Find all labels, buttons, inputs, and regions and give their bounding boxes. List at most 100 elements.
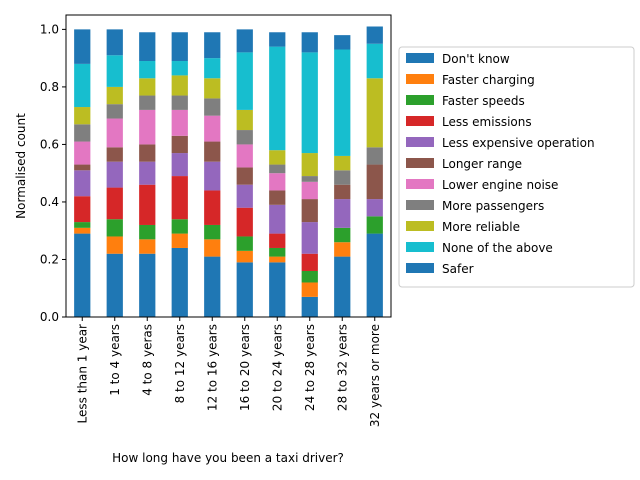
bar-segment	[106, 253, 123, 317]
x-tick-label: 32 years or more	[368, 324, 382, 427]
y-axis-label: Normalised count	[14, 113, 28, 219]
bar-segment	[139, 32, 156, 62]
y-tick-label: 0.8	[40, 80, 59, 94]
legend-swatch	[406, 200, 434, 210]
bar-segment	[106, 55, 123, 87]
bar-segment	[204, 141, 221, 162]
bar-segment	[301, 153, 318, 177]
bar-segment	[334, 256, 351, 317]
x-tick-label: 28 to 32 years	[335, 324, 349, 411]
bar-segment	[334, 227, 351, 243]
bar-segment	[334, 184, 351, 200]
bar-segment	[106, 147, 123, 162]
bar-segment	[269, 164, 286, 174]
bar-segment	[204, 190, 221, 225]
bar-segment	[236, 184, 253, 208]
legend-label: More reliable	[442, 220, 520, 234]
legend: Don't know Faster charging Faster speeds Le…	[398, 46, 635, 288]
bar-segment	[171, 32, 188, 62]
bar-segment	[366, 216, 383, 234]
bar-segment	[269, 46, 286, 151]
bar-segment	[269, 247, 286, 257]
bar-segment	[106, 187, 123, 220]
y-tick-label: 0.2	[40, 252, 59, 266]
bar-segment	[366, 78, 383, 148]
bar-segment	[204, 98, 221, 116]
bar-segment	[301, 32, 318, 53]
bar-segment	[334, 35, 351, 50]
plot-frame	[65, 14, 392, 318]
bar-segment	[74, 63, 91, 108]
bar-segment	[106, 219, 123, 237]
legend-label: Don't know	[442, 52, 510, 66]
bar-segment	[301, 253, 318, 271]
bar-segment	[204, 115, 221, 142]
x-tick-label: Less than 1 year	[75, 324, 89, 424]
bar-segment	[139, 224, 156, 240]
bar-segment	[139, 144, 156, 162]
bar-segment	[106, 104, 123, 119]
y-tick-label: 0.0	[40, 310, 59, 324]
bar-segment	[269, 256, 286, 263]
bar-segment	[171, 233, 188, 248]
bar-segment	[204, 256, 221, 317]
legend-label: Less emissions	[442, 115, 532, 129]
bar-segment	[269, 233, 286, 248]
legend-swatch	[406, 116, 434, 126]
bar-segment	[74, 233, 91, 317]
bar-segment	[269, 32, 286, 47]
bar-segment	[366, 43, 383, 79]
y-tick-label: 0.6	[40, 137, 59, 151]
bar-segment	[366, 233, 383, 317]
bar-segment	[74, 170, 91, 197]
bar-segment	[366, 147, 383, 165]
bar-segment	[139, 109, 156, 145]
bar-segment	[204, 58, 221, 79]
bar-segment	[366, 26, 383, 44]
axes-layer	[65, 14, 392, 318]
y-tick-label: 1.0	[40, 22, 59, 36]
bar-segment	[139, 161, 156, 185]
legend-label: Safer	[442, 262, 474, 276]
legend-swatch	[406, 221, 434, 231]
bar-segment	[366, 164, 383, 200]
bar-segment	[334, 49, 351, 156]
bar-segment	[236, 236, 253, 251]
bar-segment	[74, 196, 91, 223]
bar-segment	[204, 32, 221, 59]
bar-segment	[269, 190, 286, 205]
bar-segment	[204, 161, 221, 191]
legend-label: Longer range	[442, 157, 522, 171]
bar-segment	[171, 95, 188, 110]
bar-segment	[74, 107, 91, 125]
bar-segment	[171, 61, 188, 76]
legend-box	[398, 46, 635, 288]
x-tick-label: 24 to 28 years	[303, 324, 317, 411]
bar-segment	[301, 176, 318, 182]
legend-label: Faster speeds	[442, 94, 525, 108]
legend-swatch	[406, 53, 434, 63]
bar-segment	[236, 130, 253, 145]
bar-segment	[74, 227, 91, 234]
bar-segment	[301, 181, 318, 200]
legend-swatch	[406, 74, 434, 84]
bar-segment	[106, 86, 123, 105]
bar-segment	[139, 61, 156, 79]
y-tick-label: 0.4	[40, 195, 59, 209]
legend-swatch	[406, 242, 434, 252]
y-axis-ticks: 0.0 0.2 0.4 0.6 0.8 1.0	[40, 22, 66, 324]
bar-segment	[334, 170, 351, 185]
bar-segment	[171, 109, 188, 136]
bar-segment	[106, 236, 123, 254]
x-axis-label: How long have you been a taxi driver?	[112, 451, 344, 465]
bar-segment	[236, 29, 253, 53]
bar-segment	[269, 173, 286, 191]
bar-segment	[301, 296, 318, 317]
bar-segment	[106, 29, 123, 56]
bar-segment	[334, 155, 351, 171]
bar-segment	[171, 135, 188, 154]
bar-segment	[139, 184, 156, 225]
bar-segment	[236, 250, 253, 263]
bar-segment	[139, 253, 156, 317]
